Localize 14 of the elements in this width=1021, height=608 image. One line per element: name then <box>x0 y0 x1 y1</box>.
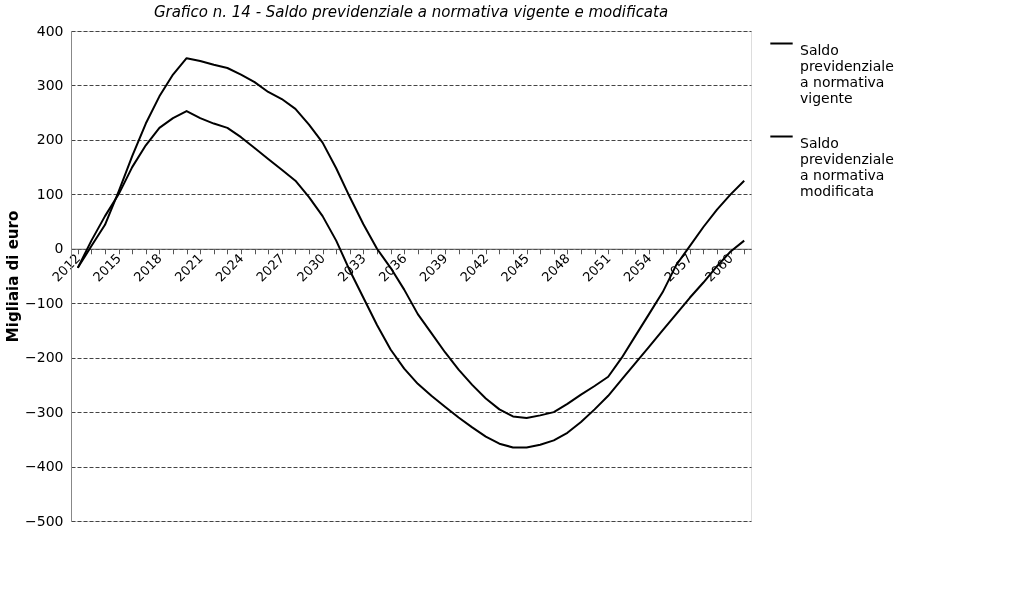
y-tick-label: −200 <box>25 349 64 366</box>
chart-title: Grafico n. 14 - Saldo previdenziale a normativa vigente e modificata <box>153 3 669 21</box>
y-tick-label: 300 <box>36 76 64 93</box>
y-tick-label: −400 <box>25 458 64 475</box>
y-axis-title: Migliaia di euro <box>4 210 23 343</box>
legend-label: Saldo previdenziale a normativa modificata <box>800 134 894 199</box>
y-tick-label: −100 <box>25 294 64 311</box>
y-tick-label: 100 <box>36 185 64 202</box>
y-tick-label: −500 <box>25 512 64 529</box>
y-tick-label: 200 <box>36 131 64 148</box>
y-tick-label: 0 <box>54 240 64 257</box>
legend-label: Saldo previdenziale a normativa vigente <box>800 41 894 106</box>
y-tick-label: 400 <box>36 22 64 39</box>
y-tick-label: −300 <box>25 403 64 420</box>
